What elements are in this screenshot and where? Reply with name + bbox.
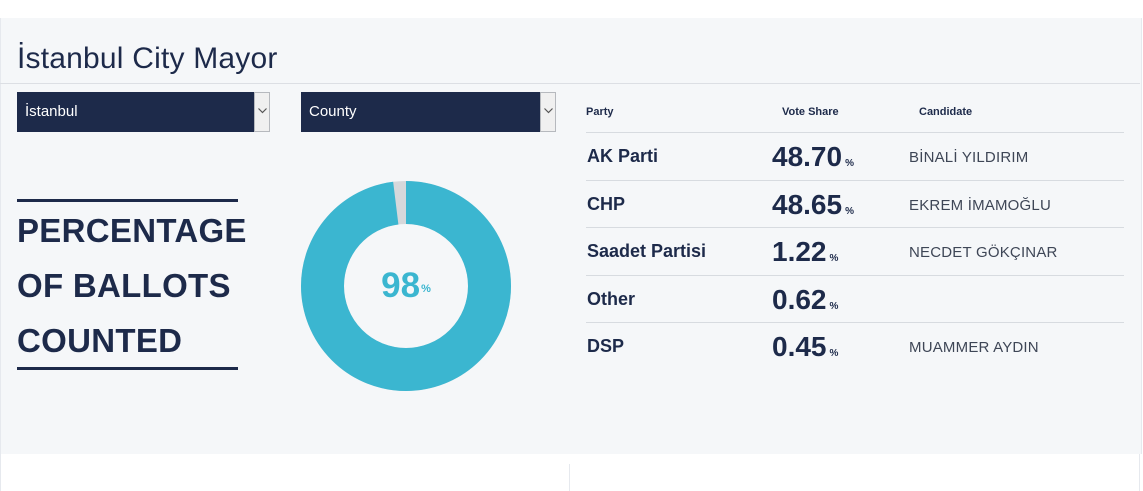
city-select[interactable]: İstanbul — [17, 92, 270, 132]
donut-counted-segment — [301, 181, 511, 391]
ballots-percent-value: 98 — [381, 266, 421, 305]
vote-share-unit: % — [829, 348, 839, 359]
party-name: CHP — [587, 194, 626, 214]
party-name: Saadet Partisi — [587, 241, 707, 261]
vote-share-unit: % — [829, 301, 839, 312]
vote-share-unit: % — [829, 253, 839, 264]
ballots-percent-unit: % — [421, 283, 431, 295]
results-panel — [0, 18, 1142, 454]
vote-share: 0.62% — [772, 284, 838, 316]
results-row: DSP 0.45% MUAMMER AYDIN — [586, 322, 1124, 369]
ballots-label-line: PERCENTAGE — [17, 212, 247, 249]
vote-share-value: 48.65 — [772, 189, 843, 220]
candidate-name: MUAMMER AYDIN — [909, 339, 1039, 356]
column-header-party: Party — [586, 106, 614, 118]
vote-share-value: 0.62 — [772, 284, 827, 315]
section-divider — [569, 464, 570, 491]
ballots-donut-chart: 98% — [300, 180, 512, 392]
district-select-arrow-button[interactable] — [540, 92, 556, 132]
donut-center: 98% — [300, 180, 512, 392]
vote-share-value: 48.70 — [772, 141, 843, 172]
party-name: Other — [587, 289, 636, 309]
section-divider — [0, 454, 1, 491]
results-row: Saadet Partisi 1.22% NECDET GÖKÇINAR — [586, 227, 1124, 274]
party-name: DSP — [587, 336, 625, 356]
column-header-candidate: Candidate — [919, 106, 973, 118]
district-select[interactable]: County — [301, 92, 556, 132]
chevron-down-icon — [258, 108, 267, 114]
results-row: Other 0.62% — [586, 275, 1124, 322]
page-title: İstanbul City Mayor — [17, 42, 278, 75]
vote-share: 48.70% — [772, 141, 854, 173]
chevron-down-icon — [544, 108, 553, 114]
ballots-label-line: OF BALLOTS — [17, 267, 231, 304]
results-row: CHP 48.65% EKREM İMAMOĞLU — [586, 180, 1124, 227]
section-divider — [1139, 454, 1140, 491]
title-divider — [0, 83, 1140, 84]
ballots-counted-label: PERCENTAGE OF BALLOTS COUNTED — [17, 199, 246, 370]
party-name: AK Parti — [587, 146, 659, 166]
column-header-vote-share: Vote Share — [782, 106, 839, 118]
city-select-value: İstanbul — [25, 103, 78, 120]
results-row: AK Parti 48.70% BİNALİ YILDIRIM — [586, 132, 1124, 179]
vote-share-value: 1.22 — [772, 236, 827, 267]
ballots-label-line: COUNTED — [17, 322, 183, 359]
district-select-value: County — [309, 103, 357, 120]
vote-share: 48.65% — [772, 189, 854, 221]
vote-share-unit: % — [845, 206, 854, 217]
vote-share-unit: % — [845, 158, 854, 169]
candidate-name: BİNALİ YILDIRIM — [909, 149, 1029, 166]
candidate-name: EKREM İMAMOĞLU — [909, 197, 1051, 214]
vote-share-value: 0.45 — [772, 331, 827, 362]
vote-share: 1.22% — [772, 236, 838, 268]
donut-svg — [301, 181, 511, 391]
vote-share: 0.45% — [772, 331, 838, 363]
city-select-arrow-button[interactable] — [254, 92, 270, 132]
candidate-name: NECDET GÖKÇINAR — [909, 244, 1058, 261]
